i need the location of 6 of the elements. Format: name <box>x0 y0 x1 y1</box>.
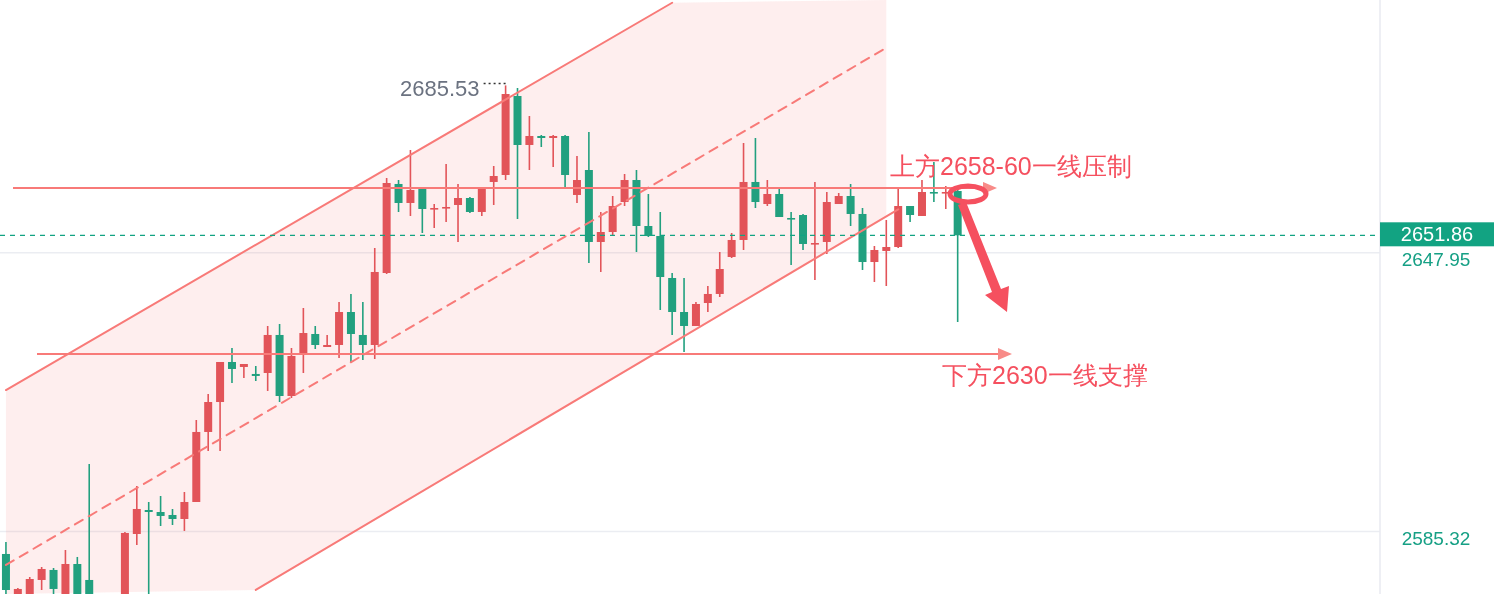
price-label: 2651.86 <box>1380 222 1494 247</box>
y-tick-label: 2647.95 <box>1401 248 1471 270</box>
ref-line-label: 2651.86 <box>1400 223 1474 246</box>
annotation: 下方2630一线支撑 <box>942 361 1148 389</box>
y-tick-label: 2585.32 <box>1401 527 1471 549</box>
annotation: 2685.53 <box>400 76 480 102</box>
